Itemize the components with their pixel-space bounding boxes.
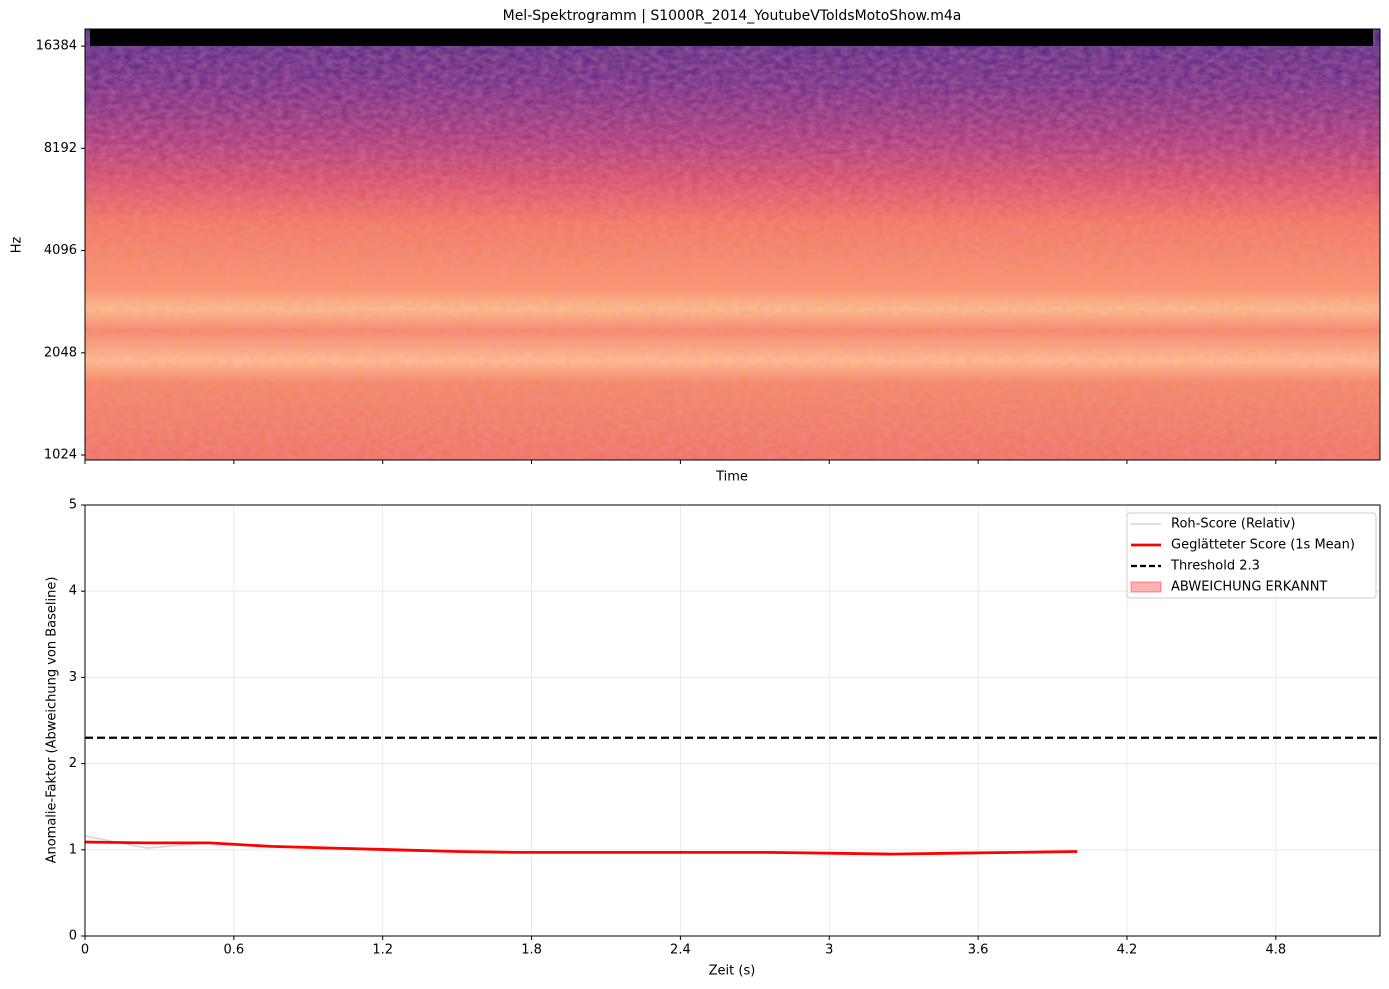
spectrogram-image — [85, 29, 1380, 460]
legend-box — [1126, 512, 1377, 599]
x-axis-label: Zeit (s) — [709, 964, 756, 979]
series-line — [85, 840, 1078, 856]
x-tick-label: 1.8 — [521, 943, 542, 958]
y-tick-label: 4 — [69, 584, 77, 599]
legend-label: Geglätteter Score (1s Mean) — [1171, 538, 1355, 553]
y-tick-label: 1 — [69, 842, 77, 857]
x-tick-label: 4.8 — [1265, 943, 1286, 958]
y-tick-label: 0 — [69, 929, 77, 944]
y-tick-label: 1024 — [44, 448, 77, 463]
plot-frame — [84, 504, 1381, 937]
chart-title: Mel-Spektrogramm | S1000R_2014_YoutubeVT… — [503, 8, 962, 24]
legend-label: ABWEICHUNG ERKANNT — [1171, 580, 1327, 595]
y-axis-label: Anomalie-Faktor (Abweichung von Baseline… — [45, 577, 60, 864]
x-tick-label: 2.4 — [670, 943, 691, 958]
spectrogram-frame — [84, 28, 1381, 461]
x-axis-label: Time — [715, 470, 748, 485]
x-tick-label: 4.2 — [1117, 943, 1138, 958]
y-axis-label: Hz — [10, 237, 25, 254]
y-tick-label: 5 — [69, 498, 77, 513]
y-tick-label: 2048 — [44, 345, 77, 360]
y-tick-label: 4096 — [44, 243, 77, 258]
x-tick-label: 0.6 — [224, 943, 245, 958]
x-tick-label: 1.2 — [372, 943, 393, 958]
x-tick-label: 0 — [81, 943, 89, 958]
legend-label: Threshold 2.3 — [1170, 559, 1260, 574]
y-tick-label: 2 — [69, 756, 77, 771]
x-tick-label: 3.6 — [968, 943, 989, 958]
x-tick-label: 3 — [825, 943, 833, 958]
y-tick-label: 8192 — [44, 141, 77, 156]
y-tick-label: 3 — [69, 670, 77, 685]
legend-swatch — [1130, 581, 1162, 593]
legend: Roh-Score (Relativ) Geglätteter Score (1s… — [1126, 512, 1377, 599]
legend-label: Roh-Score (Relativ) — [1171, 517, 1295, 532]
y-tick-label: 16384 — [36, 39, 77, 54]
